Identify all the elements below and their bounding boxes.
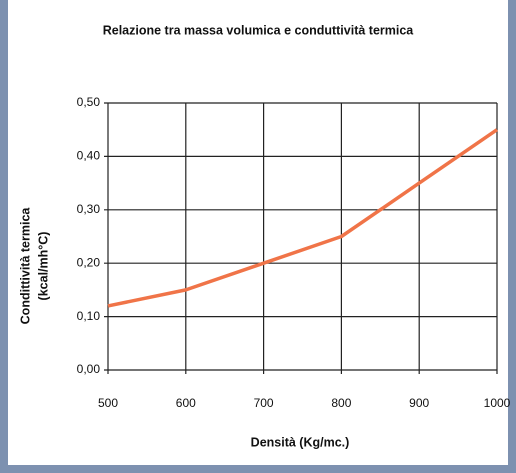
x-tick-label: 500 bbox=[98, 396, 118, 410]
y-axis-label: Condittività termica bbox=[18, 207, 32, 325]
x-tick-label: 800 bbox=[331, 396, 351, 410]
chart-title: Relazione tra massa volumica e conduttiv… bbox=[103, 23, 415, 37]
x-tick-label: 1000 bbox=[484, 396, 511, 410]
data-line bbox=[107, 128, 498, 308]
chart-panel bbox=[8, 0, 508, 465]
y-tick-label: 0,40 bbox=[77, 149, 101, 163]
x-axis-label: Densità (Kg/mc.) bbox=[251, 435, 350, 449]
y-tick-label: 0,30 bbox=[77, 202, 101, 216]
y-tick-label: 0,20 bbox=[77, 255, 101, 269]
y-tick-label: 0,10 bbox=[77, 309, 101, 323]
x-tick-label: 900 bbox=[409, 396, 429, 410]
x-tick-label: 600 bbox=[176, 396, 196, 410]
x-tick-label: 700 bbox=[254, 396, 274, 410]
y-tick-label: 0,00 bbox=[77, 362, 101, 376]
y-axis-label-unit: (kcal/mh°C) bbox=[36, 232, 50, 301]
y-tick-label: 0,50 bbox=[77, 95, 101, 109]
